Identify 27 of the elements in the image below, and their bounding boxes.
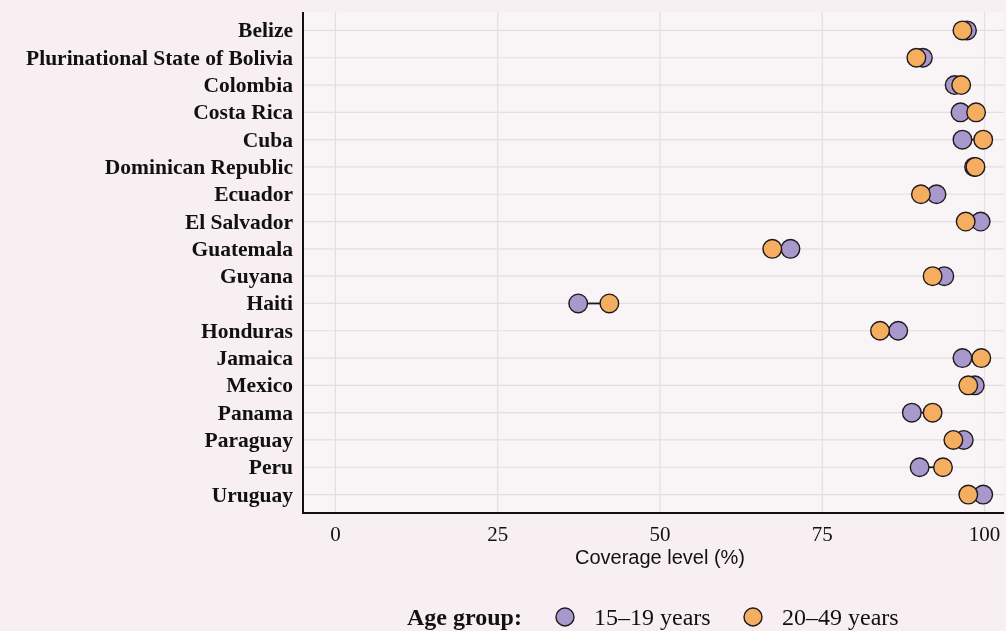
y-tick-label: Jamaica xyxy=(216,346,294,371)
y-tick-label: Colombia xyxy=(203,73,294,98)
x-tick-label: 0 xyxy=(330,522,341,546)
y-tick-label: Guatemala xyxy=(191,236,294,261)
y-tick-label: Haiti xyxy=(246,291,294,316)
y-tick-label: Guyana xyxy=(220,264,294,289)
y-tick-label: Cuba xyxy=(242,127,294,152)
y-tick-label: Dominican Republic xyxy=(104,154,293,179)
y-tick-label: Peru xyxy=(248,455,294,480)
y-tick-label: Panama xyxy=(217,400,294,425)
x-tick-label: 75 xyxy=(811,522,833,546)
y-tick-label: Paraguay xyxy=(204,427,294,452)
legend-title: Age group: xyxy=(407,604,522,630)
y-tick-label: Costa Rica xyxy=(193,100,294,125)
y-tick-label: Mexico xyxy=(226,373,293,398)
y-tick-label: Honduras xyxy=(200,318,293,343)
y-tick-label: El Salvador xyxy=(184,209,294,234)
x-tick-label: 50 xyxy=(649,522,671,546)
legend-label: 15–19 years xyxy=(594,604,711,630)
y-tick-label: Ecuador xyxy=(214,182,294,207)
y-tick-label: Plurinational State of Bolivia xyxy=(26,45,294,70)
x-tick-label: 25 xyxy=(487,522,509,546)
legend-label: 20–49 years xyxy=(782,604,899,630)
y-tick-label: Uruguay xyxy=(211,482,294,507)
x-tick-label: 100 xyxy=(968,522,1001,546)
x-axis-title: Coverage level (%) xyxy=(574,546,746,568)
y-tick-label: Belize xyxy=(238,18,293,43)
